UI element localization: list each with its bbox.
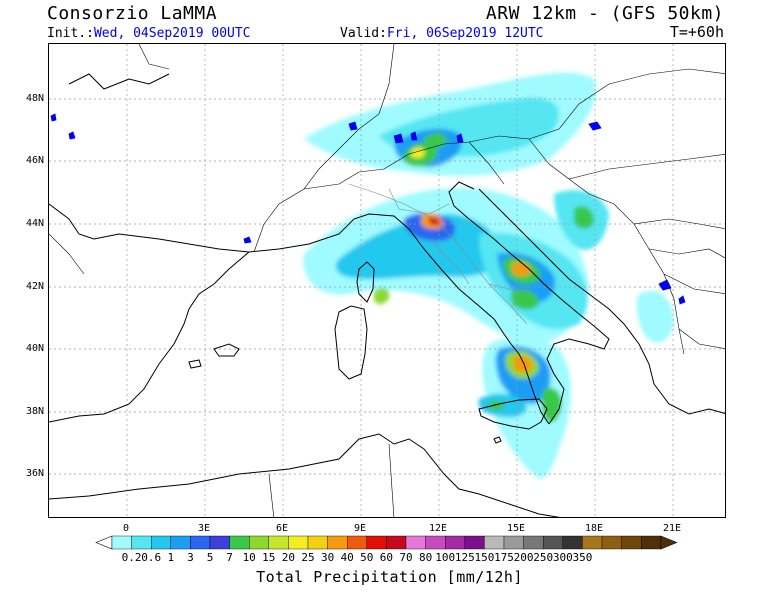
colorbar-box bbox=[464, 535, 485, 550]
colorbar-label: 70 bbox=[399, 551, 413, 564]
colorbar-label: 0.6 bbox=[141, 551, 162, 564]
lat-label-38n: 38N bbox=[26, 406, 45, 417]
colorbar-label: 3 bbox=[187, 551, 194, 564]
colorbar-box bbox=[327, 535, 348, 550]
colorbar-box bbox=[111, 535, 132, 550]
map-canvas bbox=[49, 44, 725, 517]
colorbar-box bbox=[307, 535, 328, 550]
colorbar-label: 7 bbox=[226, 551, 233, 564]
colorbar-label: 40 bbox=[340, 551, 354, 564]
colorbar-box bbox=[268, 535, 289, 550]
colorbar-box bbox=[543, 535, 564, 550]
colorbar-box bbox=[386, 535, 407, 550]
precip-peak-south bbox=[513, 355, 533, 373]
lat-label-48n: 48N bbox=[26, 93, 45, 104]
organization-title: Consorzio LaMMA bbox=[47, 3, 218, 24]
lon-label-21e: 21E bbox=[662, 523, 682, 534]
region-borders bbox=[348, 183, 530, 325]
colorbar-box bbox=[229, 535, 250, 550]
colorbar-label: 300 bbox=[552, 551, 573, 564]
colorbar-box bbox=[641, 535, 662, 550]
colorbar-box bbox=[621, 535, 642, 550]
forecast-step: T=+60h bbox=[669, 23, 724, 41]
lat-label-44n: 44N bbox=[26, 218, 45, 229]
colorbar-label: 150 bbox=[474, 551, 495, 564]
colorbar-box bbox=[347, 535, 368, 550]
lon-label-0: 0 bbox=[122, 523, 130, 534]
colorbar-arrow-left bbox=[95, 535, 113, 550]
lat-label-46n: 46N bbox=[26, 155, 45, 166]
colorbar-label: 60 bbox=[379, 551, 394, 564]
lakes bbox=[50, 113, 686, 305]
precip-core-west bbox=[374, 287, 390, 305]
precip-area-central-2 bbox=[335, 214, 504, 280]
precip-core-calabria bbox=[541, 387, 562, 423]
colorbar-box bbox=[150, 535, 171, 550]
lon-label-15e: 15E bbox=[506, 523, 526, 534]
colorbar-box bbox=[131, 535, 152, 550]
model-title: ARW 12km - (GFS 50km) bbox=[485, 3, 724, 24]
colorbar-box bbox=[288, 535, 309, 550]
colorbar-boxes bbox=[95, 535, 678, 550]
colorbar-box bbox=[366, 535, 387, 550]
init-value: Wed, 04Sep2019 00UTC bbox=[93, 26, 251, 41]
colorbar-label: 100 bbox=[435, 551, 456, 564]
colorbar-label: 250 bbox=[533, 551, 554, 564]
colorbar-box bbox=[425, 535, 446, 550]
country-borders bbox=[49, 44, 725, 517]
colorbar-label: 25 bbox=[301, 551, 315, 564]
colorbar-label: 200 bbox=[513, 551, 534, 564]
colorbar-box bbox=[170, 535, 191, 550]
colorbar-label: 20 bbox=[281, 551, 296, 564]
colorbar-box bbox=[582, 535, 603, 550]
colorbar-label: 1 bbox=[167, 551, 175, 564]
precip-core-adriatic-2 bbox=[511, 289, 539, 310]
colorbar-label: 125 bbox=[454, 551, 475, 564]
lon-label-9e: 9E bbox=[353, 523, 367, 534]
colorbar-label: 5 bbox=[206, 551, 214, 564]
lon-label-3e: 3E bbox=[197, 523, 211, 534]
lat-label-42n: 42N bbox=[26, 281, 45, 292]
coastlines bbox=[49, 73, 725, 517]
colorbar-box bbox=[484, 535, 505, 550]
colorbar-box bbox=[209, 535, 230, 550]
colorbar-box bbox=[190, 535, 211, 550]
colorbar-box bbox=[562, 535, 583, 550]
colorbar-label: 30 bbox=[320, 551, 335, 564]
precipitation-map bbox=[48, 43, 726, 518]
colorbar-box bbox=[601, 535, 622, 550]
colorbar-label: 80 bbox=[418, 551, 433, 564]
valid-label: Valid: bbox=[340, 26, 387, 41]
colorbar-label: 175 bbox=[494, 551, 514, 564]
precip-core-sicily bbox=[489, 400, 505, 411]
colorbar-label: 0.2 bbox=[121, 551, 142, 564]
valid-value: Fri, 06Sep2019 12UTC bbox=[386, 26, 544, 41]
colorbar-box bbox=[445, 535, 466, 550]
lon-label-6e: 6E bbox=[275, 523, 289, 534]
colorbar-label: 50 bbox=[360, 551, 374, 564]
colorbar-label: 10 bbox=[242, 551, 256, 564]
lat-label-40n: 40N bbox=[26, 343, 45, 354]
colorbar-box bbox=[405, 535, 426, 550]
colorbar-box bbox=[523, 535, 544, 550]
lon-label-12e: 12E bbox=[428, 523, 448, 534]
colorbar-box bbox=[248, 535, 269, 550]
precip-core-alps-2 bbox=[424, 132, 447, 149]
precip-core-balkans bbox=[574, 206, 594, 229]
lat-label-36n: 36N bbox=[26, 468, 45, 479]
colorbar-label: 15 bbox=[262, 551, 276, 564]
init-label: Init.: bbox=[47, 26, 94, 41]
colorbar-arrow-right bbox=[660, 535, 678, 550]
graticule bbox=[49, 44, 725, 517]
lon-label-18e: 18E bbox=[584, 523, 604, 534]
legend-title: Total Precipitation [mm/12h] bbox=[256, 568, 523, 586]
colorbar-label: 350 bbox=[572, 551, 593, 564]
colorbar-box bbox=[503, 535, 524, 550]
valid-time: Valid:Fri, 06Sep2019 12UTC bbox=[340, 27, 544, 40]
init-time: Init.:Wed, 04Sep2019 00UTC bbox=[47, 27, 251, 40]
precip-area-greece bbox=[636, 290, 674, 343]
